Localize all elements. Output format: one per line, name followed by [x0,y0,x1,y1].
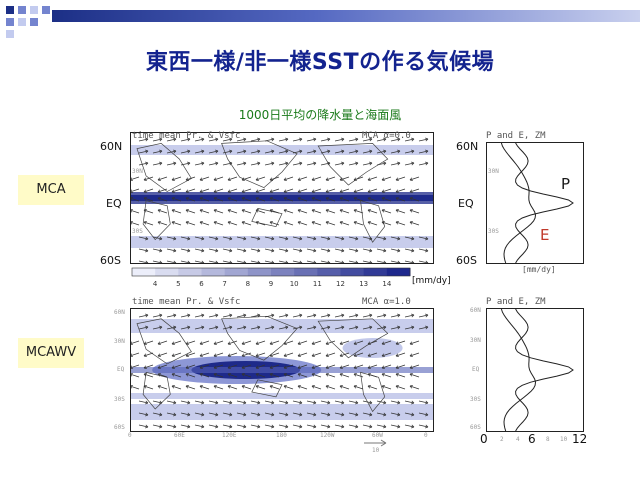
zonal-x-minor: 2 [500,436,504,443]
colorbar-segment [201,268,226,276]
colorbar-segment [317,268,341,276]
colorbar-unit: [mm/dy] [412,276,451,286]
colorbar-tick: 5 [176,280,180,288]
lat-label-60n: 60N [100,140,123,153]
colorbar-tick: 12 [336,280,345,288]
zonal-x-axis-0: 0 [480,432,488,446]
zonal1-ytick: 30S [488,228,499,235]
colorbar-segment [271,268,295,276]
colorbar-tick: 4 [153,280,158,288]
wind-vectors [131,313,429,429]
colorbar-tick: 8 [246,280,250,288]
zonal-lat-60n: 60N [456,140,479,153]
colorbar-tick: 11 [313,280,322,288]
colorbar-segment [132,268,156,276]
vector-reference-arrow-icon [364,439,387,447]
map2-xtick: 60W [372,432,383,439]
zonal2-ytick: 60N [470,307,481,314]
precip-curve [515,143,574,263]
map2-xtick: 60E [174,432,185,439]
slide-title: 東西一様/非一様SSTの作る気候場 [145,50,495,75]
zonal2-ytick: 60S [470,424,481,431]
precip-curve [515,309,574,431]
map-header-left: time mean Pr. & Vsfc [132,131,241,141]
map1-ytick: 30S [132,228,143,235]
colorbar-segment [224,268,249,276]
row-label-mcawv: MCAWV [18,338,84,368]
colorbar-segment [178,268,202,276]
map2-xtick: 120E [222,432,237,439]
map2-ytick: 30N [114,338,125,345]
zonal-lat-60s: 60S [456,254,477,267]
evap-curve [500,309,537,431]
zonal-canvas-1 [500,143,574,263]
colorbar-segment [340,268,365,276]
itcz-core [131,195,433,201]
map2-xtick: 0 [128,432,132,439]
map2-ytick: 60N [114,309,125,316]
zonal-mean-pe-panel-1 [486,142,584,264]
rainband [131,145,433,155]
zonal-lat-eq: EQ [458,197,474,210]
colorbar-tick: 7 [222,280,226,288]
zonal-x-minor: 4 [516,436,520,443]
row-label-mca: MCA [18,175,84,205]
map2-xtick: 0 [424,432,428,439]
zonal-x-minor: 10 [560,436,568,443]
map-header-left: time mean Pr. & Vsfc [132,297,241,307]
map2-ytick: 60S [114,424,125,431]
lat-label-60s: 60S [100,254,121,267]
zonal1-ytick: 30N [488,168,499,175]
colorbar-tick: 13 [359,280,368,288]
p-label: P [561,175,571,193]
colorbar-segment [294,268,318,276]
colorbar-segment [386,268,411,276]
colorbar-tick: 9 [269,280,273,288]
colorbar-tick: 10 [290,280,299,288]
map-header-right: MCA α=1.0 [362,297,411,307]
zonal-header: P and E, ZM [486,297,546,307]
zonal2-ytick: EQ [472,366,480,373]
colorbar-frame [131,267,411,277]
zonal-x-minor: 8 [546,436,550,443]
zonal-mean-pe-panel-2 [486,308,584,432]
map-canvas-mca [131,137,433,263]
colorbar-tick: 6 [199,280,204,288]
precip-colorbar: 4 5 6 7 8 9 10 11 12 13 14 [131,267,411,288]
map2-xtick: 120W [320,432,335,439]
rainband [131,393,433,399]
itcz-band [131,367,433,373]
zonal-unit: [mm/dy] [522,265,556,274]
zonal-canvas-2 [500,309,574,431]
map2-ytick: EQ [117,366,125,373]
title-bar-icon [52,10,640,22]
rain-patch [342,338,403,358]
evap-curve [500,143,537,263]
decorative-squares-icon [0,0,60,40]
map1-ytick: 30N [132,168,143,175]
map-header-right: MCA α=0.0 [362,131,411,141]
e-label: E [540,226,550,244]
zonal-header: P and E, ZM [486,131,546,141]
colorbar-tick: 14 [382,280,391,288]
lat-label-eq: EQ [106,197,122,210]
zonal-x-axis-12: 12 [572,432,588,446]
colorbar-segment [155,268,179,276]
slide-subtitle: 1000日平均の降水量と海面風 [238,108,402,122]
zonal2-ytick: 30N [470,337,481,344]
wind-vectors [131,137,429,263]
precip-wind-map-mca [130,132,434,264]
map2-ytick: 30S [114,396,125,403]
vector-reference-label: 10 [372,447,380,454]
colorbar-segment [363,268,388,276]
rainband [131,404,433,420]
colorbar-segment [247,268,272,276]
rainband [131,319,433,333]
map-canvas-mcawv [131,313,433,429]
zonal-x-axis-6: 6 [528,432,536,446]
precip-wind-map-mcawv [130,308,434,432]
zonal2-ytick: 30S [470,396,481,403]
map2-xtick: 180 [276,432,287,439]
